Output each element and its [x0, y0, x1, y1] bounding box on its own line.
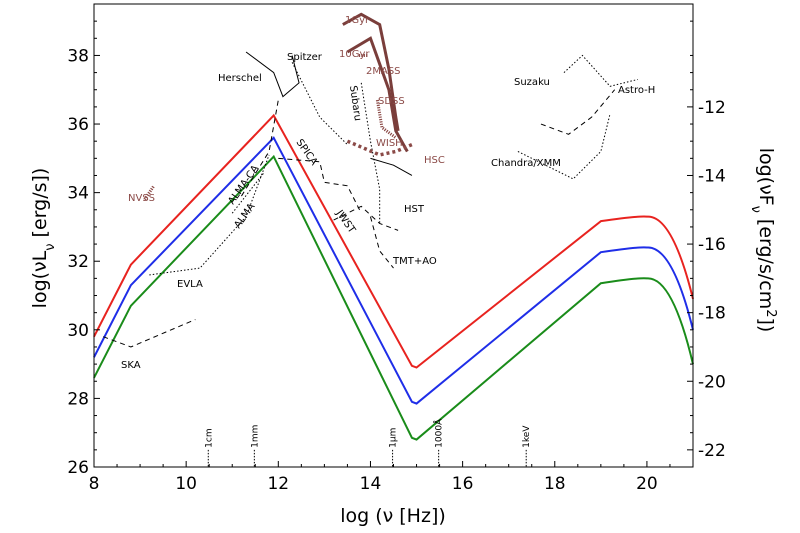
y2-axis-ticks: -22 -20 -18 -16 -14 -12 [687, 20, 726, 468]
instrument-hst [370, 157, 413, 176]
y2-axis-title: log(νFν [erg/s/cm2]) [749, 148, 779, 333]
instrument-astro-h [540, 89, 616, 135]
survey-marks [143, 12, 413, 201]
label-spitzer: Spitzer [287, 52, 323, 63]
label-subaru: Subaru [347, 85, 363, 122]
label-2mass: 2MASS [366, 66, 401, 77]
label-ska: SKA [121, 360, 141, 371]
nvss-mark [143, 184, 156, 201]
instrument-herschel [245, 51, 300, 98]
y2-tick-label: -16 [698, 235, 726, 255]
y2-tick-label: -18 [698, 304, 726, 324]
y-tick-label: 30 [67, 321, 89, 341]
x-tick-label: 14 [360, 474, 382, 494]
label-evla: EVLA [177, 279, 203, 290]
x-axis-ticks: 8 10 12 14 16 18 20 [89, 461, 671, 494]
survey-labels: NVSS 1Gyr 10Gyr 2MASS SDSS WISH HSC [128, 15, 445, 204]
wavelength-label: 1cm [204, 428, 214, 447]
wavelength-label: 1μm [389, 428, 399, 448]
label-chandra: Chandra/XMM [491, 158, 561, 169]
label-herschel: Herschel [218, 73, 262, 84]
x-tick-label: 12 [267, 474, 289, 494]
x-tick-label: 18 [544, 474, 566, 494]
label-hsc: HSC [424, 155, 445, 166]
x-axis-title: log (ν [Hz]) [340, 505, 446, 527]
wish-hsc-mark [346, 139, 413, 157]
y-axis-ticks: 26 28 30 32 34 36 38 [67, 20, 100, 478]
label-1gyr: 1Gyr [345, 15, 370, 26]
label-astroh: Astro-H [618, 85, 655, 96]
y-tick-label: 28 [67, 389, 89, 409]
instrument-jwst [333, 205, 399, 231]
instrument-ska [103, 319, 196, 348]
sed-curve-1 [93, 113, 694, 369]
sed-curve-3 [93, 154, 694, 441]
y2-tick-label: -14 [698, 166, 726, 186]
x-tick-label: 10 [175, 474, 197, 494]
sdss-mark [375, 99, 397, 139]
label-tmt: TMT+AO [392, 256, 437, 267]
wavelength-label: 1keV [522, 425, 532, 448]
y2-tick-label: -12 [698, 98, 726, 118]
y-axis-title: log(νLν [erg/s]) [29, 168, 58, 309]
instrument-limits [103, 51, 638, 348]
track-1gyr [342, 12, 400, 132]
label-nvss: NVSS [128, 193, 155, 204]
wavelength-label: 1mm [250, 425, 260, 448]
y-tick-label: 32 [67, 252, 89, 272]
label-suzaku: Suzaku [514, 77, 550, 88]
y-tick-label: 26 [67, 458, 89, 478]
x-tick-label: 16 [452, 474, 474, 494]
sed-curves [93, 113, 694, 441]
track-10gyr [346, 36, 409, 153]
label-wish: WISH [376, 138, 403, 149]
y-tick-label: 38 [67, 46, 89, 66]
instrument-suzaku [563, 54, 638, 87]
wavelength-markers: 1cm 1mm 1μm 1000Å 1keV [204, 418, 532, 467]
instrument-evla [149, 154, 270, 276]
label-10gyr: 10Gyr [339, 49, 370, 60]
y-tick-label: 36 [67, 115, 89, 135]
label-hst: HST [404, 204, 425, 215]
y2-tick-label: -22 [698, 441, 726, 461]
y-tick-label: 34 [67, 184, 89, 204]
x-tick-label: 20 [636, 474, 658, 494]
instrument-tmt-ao [369, 216, 394, 269]
instrument-spica [278, 157, 362, 214]
y2-tick-label: -20 [698, 372, 726, 392]
x-tick-label: 8 [89, 474, 100, 494]
label-sdss: SDSS [378, 96, 405, 107]
wavelength-label: 1000Å [433, 418, 445, 448]
instrument-chandra-xmm [517, 113, 611, 180]
sed-curve-2 [93, 136, 694, 405]
